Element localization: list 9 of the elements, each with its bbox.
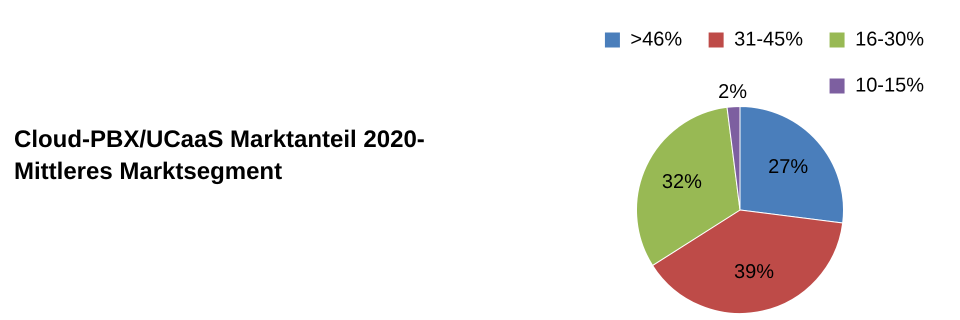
legend-label: 10-15%	[855, 74, 924, 97]
data-label: 39%	[734, 261, 774, 284]
legend-label: 16-30%	[855, 28, 924, 51]
data-label: 32%	[662, 171, 702, 194]
data-label: 2%	[718, 81, 748, 104]
legend-label: >46%	[630, 28, 682, 51]
data-label: 27%	[768, 156, 808, 178]
legend-label: 31-45%	[734, 28, 804, 51]
text: Cloud-PBX/UCaaS Marktanteil 2020- Mittleres Marktsegment	[14, 125, 426, 187]
